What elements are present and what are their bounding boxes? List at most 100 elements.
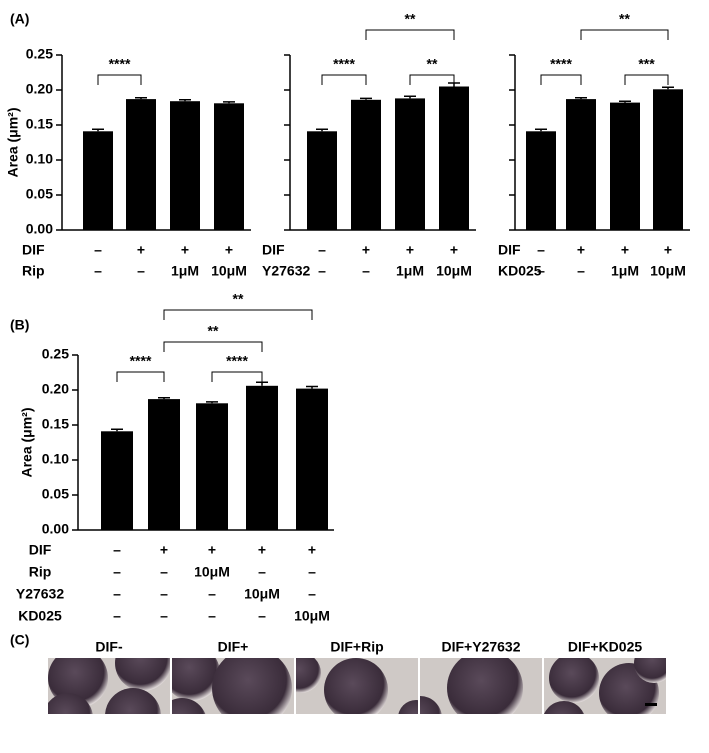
image-title: DIF-: [95, 639, 123, 655]
error-bar: [135, 96, 147, 100]
significance-label: ****: [130, 353, 152, 369]
error-bar: [179, 99, 191, 102]
significance-bracket: [163, 309, 313, 320]
y-tick-label: 0.05: [42, 486, 69, 502]
error-bar: [535, 128, 547, 132]
condition-label: –: [258, 608, 266, 624]
condition-label: +: [362, 242, 370, 258]
significance-label: **: [427, 56, 438, 72]
bar: [83, 131, 113, 230]
significance-label: ****: [109, 56, 131, 72]
spheroid: [544, 701, 585, 714]
condition-label: +: [225, 242, 233, 258]
condition-label: 10μM: [244, 586, 280, 602]
error-bar: [111, 428, 123, 432]
error-bar: [158, 396, 170, 400]
condition-label: +: [450, 242, 458, 258]
significance-label: **: [405, 11, 416, 27]
significance-label: **: [208, 323, 219, 339]
y-tick-label: 0.10: [26, 151, 53, 167]
image-title: DIF+Y27632: [442, 639, 521, 655]
spheroid: [420, 696, 442, 714]
error-bar: [619, 100, 631, 103]
condition-name: KD025: [18, 608, 62, 624]
condition-label: –: [160, 564, 168, 580]
bar: [196, 403, 228, 530]
condition-name: DIF: [29, 542, 52, 558]
condition-label: –: [537, 263, 545, 279]
y-axis-label: Area (μm²): [5, 107, 21, 177]
error-bar: [223, 101, 235, 104]
y-tick-label: 0.20: [42, 381, 69, 397]
image-title: DIF+KD025: [568, 639, 643, 655]
bar: [395, 98, 425, 231]
significance-label: ****: [333, 56, 355, 72]
image-title: DIF+: [218, 639, 249, 655]
condition-label: –: [308, 564, 316, 580]
condition-label: +: [308, 542, 316, 558]
condition-label: 10μM: [436, 263, 472, 279]
bar: [246, 385, 278, 530]
bar: [214, 103, 244, 230]
condition-name: Rip: [22, 263, 45, 279]
bar: [307, 131, 337, 230]
bar: [526, 131, 556, 230]
condition-name: Y27632: [16, 586, 64, 602]
bar: [351, 99, 381, 230]
bar: [170, 101, 200, 230]
condition-label: –: [113, 586, 121, 602]
significance-bracket: [97, 74, 142, 85]
condition-label: –: [537, 242, 545, 258]
bar: [126, 99, 156, 230]
bar: [653, 89, 683, 230]
condition-name: DIF: [498, 242, 521, 258]
error-bar: [316, 128, 328, 132]
significance-label: **: [233, 291, 244, 307]
error-bar: [662, 86, 674, 90]
bar: [101, 431, 133, 530]
spheroid: [115, 658, 170, 691]
condition-label: –: [318, 263, 326, 279]
significance-bracket: [211, 371, 263, 382]
scale-bar: [645, 703, 657, 706]
condition-label: +: [406, 242, 414, 258]
condition-name: DIF: [22, 242, 45, 258]
y-tick-label: 0.25: [42, 346, 69, 362]
y-axis-label: Area (μm²): [19, 407, 35, 477]
condition-label: –: [577, 263, 585, 279]
condition-label: 10μM: [194, 564, 230, 580]
condition-label: 1μM: [171, 263, 199, 279]
condition-label: +: [664, 242, 672, 258]
condition-label: +: [577, 242, 585, 258]
spheroid: [105, 688, 161, 714]
significance-bracket: [163, 341, 263, 352]
panel-label: (B): [10, 317, 29, 333]
significance-label: ****: [226, 353, 248, 369]
condition-label: 10μM: [211, 263, 247, 279]
condition-name: KD025: [498, 263, 542, 279]
y-tick-label: 0.00: [26, 221, 53, 237]
significance-bracket: [321, 74, 367, 85]
y-tick-label: 0.20: [26, 81, 53, 97]
condition-label: 10μM: [294, 608, 330, 624]
condition-label: +: [181, 242, 189, 258]
spheroid: [447, 658, 523, 714]
significance-bracket: [116, 371, 165, 382]
condition-name: DIF: [262, 242, 285, 258]
condition-label: 1μM: [611, 263, 639, 279]
condition-label: –: [318, 242, 326, 258]
bar: [148, 399, 180, 530]
spheroid: [296, 658, 321, 693]
spheroid: [172, 698, 206, 714]
condition-name: Rip: [29, 564, 52, 580]
significance-bracket: [365, 29, 455, 40]
spheroid: [324, 658, 388, 714]
bar: [610, 102, 640, 230]
condition-label: –: [94, 263, 102, 279]
significance-bracket: [540, 74, 582, 85]
spheroid: [634, 658, 666, 683]
condition-label: +: [160, 542, 168, 558]
significance-bracket: [580, 29, 669, 40]
y-tick-label: 0.10: [42, 451, 69, 467]
